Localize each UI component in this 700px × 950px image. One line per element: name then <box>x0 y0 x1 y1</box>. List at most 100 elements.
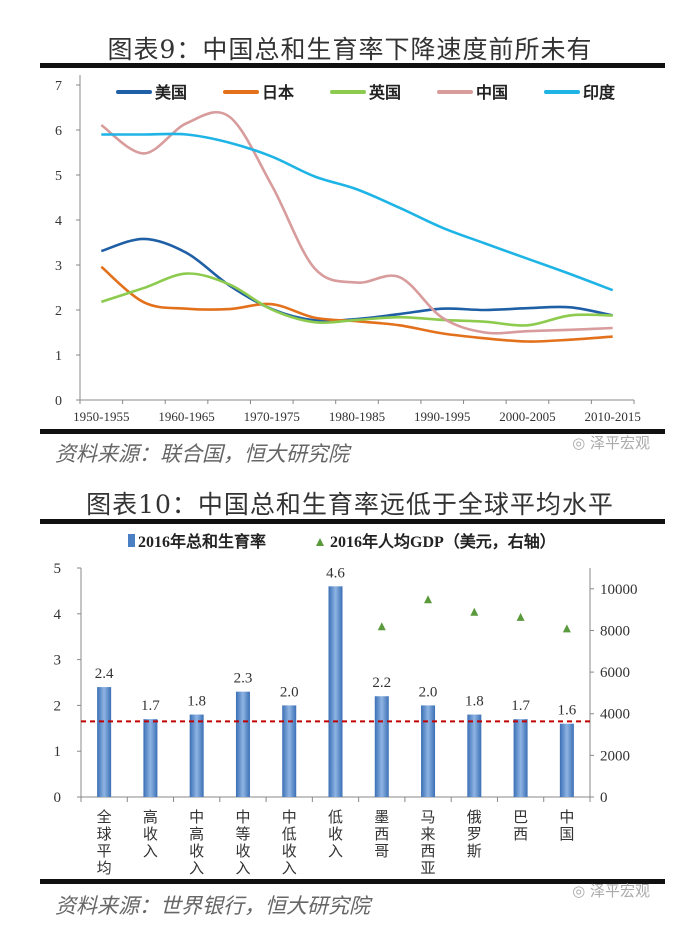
bar-value-label: 1.6 <box>557 703 576 719</box>
y2-tick-label: 6000 <box>600 665 630 681</box>
watermark: ◎ 泽平宏观 <box>572 880 650 901</box>
y2-tick-label: 10000 <box>600 582 638 598</box>
bar-value-label: 1.7 <box>141 698 160 714</box>
bar-value-label: 1.8 <box>187 694 206 710</box>
bar-墨西哥 <box>374 696 389 797</box>
x-tick-label-char: 西 <box>421 844 436 860</box>
watermark-text: 泽平宏观 <box>589 882 650 900</box>
gdp-marker-巴西 <box>516 612 525 621</box>
bar-中国 <box>559 723 574 797</box>
legend-label: 美国 <box>155 83 187 102</box>
wechat-icon: ◎ <box>572 434 586 452</box>
y-tick-label: 1 <box>55 349 62 364</box>
y-tick-label: 6 <box>55 124 62 139</box>
bar-中等收入 <box>235 691 250 797</box>
bar-马来西亚 <box>421 705 436 797</box>
bar-低收入 <box>328 586 343 797</box>
y2-tick-label: 8000 <box>600 623 630 639</box>
series-line-印度 <box>101 132 614 292</box>
x-tick-label-char: 入 <box>143 844 158 860</box>
bar-value-label: 2.0 <box>280 684 299 700</box>
legend-label: 中国 <box>476 83 508 102</box>
chart1-title: 图表9：中国总和生育率下降速度前所未有 <box>107 35 593 64</box>
bar-高收入 <box>143 719 158 797</box>
bar-中低收入 <box>282 705 297 797</box>
bar-value-label: 2.4 <box>95 666 114 682</box>
y2-tick-label: 0 <box>600 790 608 806</box>
divider <box>40 879 665 884</box>
y-tick-label: 2 <box>55 304 62 319</box>
x-tick-label: 1970-1975 <box>244 409 300 424</box>
wechat-icon: ◎ <box>572 882 586 900</box>
x-tick-label-char: 低 <box>328 809 343 826</box>
bar-中高收入 <box>189 714 204 797</box>
x-tick-label-char: 高 <box>143 809 158 826</box>
x-tick-label-char: 等 <box>235 825 250 843</box>
watermark: ◎ 泽平宏观 <box>572 432 650 453</box>
bar-value-label: 2.0 <box>419 684 438 700</box>
x-tick-label-char: 低 <box>282 826 297 843</box>
x-tick-label-char: 中 <box>235 809 250 826</box>
x-tick-label: 1960-1965 <box>158 409 214 424</box>
chart1-svg: 0 1 2 3 4 5 6 7 1950-1955 1960-1965 1970-1975 1980-… <box>55 75 641 424</box>
series-line-中国 <box>100 111 613 335</box>
x-tick-label-char: 俄 <box>467 809 482 826</box>
y-tick-label: 7 <box>55 79 62 94</box>
x-tick-label: 1950-1955 <box>73 409 129 424</box>
bar-俄罗斯 <box>467 714 482 797</box>
x-tick-label-char: 西 <box>374 827 389 843</box>
x-tick-label-char: 高 <box>189 826 204 843</box>
x-tick-label-char: 墨 <box>374 810 389 826</box>
y-tick-label: 2 <box>54 698 62 714</box>
x-tick-label-char: 中 <box>189 809 204 826</box>
x-tick-label-char: 入 <box>189 861 204 877</box>
x-tick-label-char: 国 <box>559 826 574 843</box>
x-tick-label-char: 斯 <box>467 843 482 860</box>
legend-label: 日本 <box>262 83 294 102</box>
legend-label: 英国 <box>368 83 401 102</box>
y-tick-label: 5 <box>54 561 62 577</box>
y-tick-label: 0 <box>55 394 62 409</box>
y2-tick-label: 4000 <box>600 707 630 723</box>
x-tick-label-char: 平 <box>97 844 112 860</box>
x-tick-label-char: 罗 <box>467 827 482 843</box>
bar-value-label: 2.3 <box>234 671 253 687</box>
y2-tick-label: 2000 <box>600 748 630 764</box>
x-tick-label-char: 全 <box>97 808 112 826</box>
y-tick-label: 3 <box>54 653 62 669</box>
x-tick-label-char: 入 <box>235 861 250 877</box>
x-tick-label-char: 收 <box>235 843 250 860</box>
bar-value-label: 2.2 <box>372 675 391 691</box>
x-tick-label-char: 入 <box>282 861 297 877</box>
x-tick-label-char: 马 <box>421 809 436 826</box>
y-tick-label: 4 <box>54 607 62 623</box>
x-tick-label-char: 收 <box>143 826 158 843</box>
x-tick-label-char: 西 <box>513 827 528 843</box>
series-line-英国 <box>100 272 613 327</box>
gdp-marker-墨西哥 <box>377 622 386 631</box>
x-tick-label: 2010-2015 <box>585 409 641 424</box>
watermark-text: 泽平宏观 <box>589 434 650 452</box>
chart2-svg: 01234502000400060008000100002.4全球平均1.7高收… <box>54 532 638 877</box>
legend-swatch-triangle <box>316 538 324 546</box>
divider <box>40 429 665 434</box>
x-tick-label-char: 收 <box>328 826 343 843</box>
x-tick-label-char: 入 <box>328 844 343 860</box>
bar-全球平均 <box>97 687 112 797</box>
divider <box>40 519 665 524</box>
legend-swatch-bar <box>128 534 135 547</box>
x-tick-label-char: 来 <box>421 826 436 843</box>
y-tick-label: 0 <box>54 790 62 806</box>
x-tick-label: 1980-1985 <box>329 409 385 424</box>
x-tick-label-char: 均 <box>97 860 112 877</box>
x-tick-label: 2000-2005 <box>499 409 555 424</box>
y-tick-label: 4 <box>55 214 62 229</box>
legend-label: 2016年人均GDP（美元，右轴） <box>330 532 556 551</box>
gdp-marker-中国 <box>562 624 571 633</box>
divider <box>40 63 665 68</box>
y-tick-label: 1 <box>54 744 62 760</box>
bar-value-label: 1.7 <box>511 698 530 714</box>
legend-label: 2016年总和生育率 <box>138 532 266 551</box>
x-tick-label-char: 中 <box>282 809 297 826</box>
x-tick-label: 1990-1995 <box>414 409 470 424</box>
